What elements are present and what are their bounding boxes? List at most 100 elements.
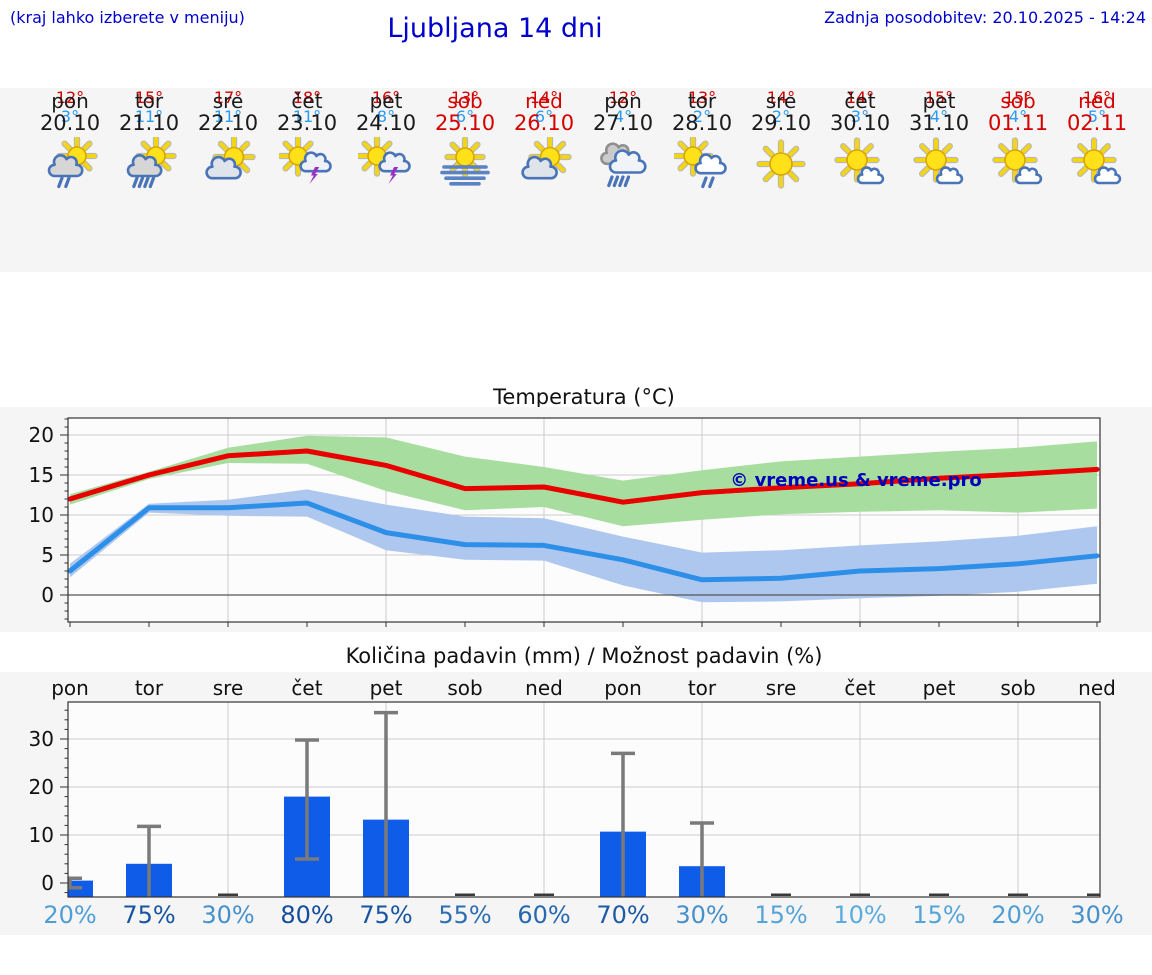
weather-icon-slot (753, 137, 809, 193)
day-low-temp: 2° (771, 107, 791, 126)
precip-day-label: sob (1000, 676, 1036, 700)
day-low-temp: 4° (929, 107, 949, 126)
day-column: pon 27.10 12° 4° (584, 88, 663, 272)
day-column: tor 28.10 13° 2° (663, 88, 742, 272)
day-high-temp: 12° (608, 88, 638, 107)
precip-day-label: pet (922, 676, 956, 700)
day-high-temp: 14° (845, 88, 875, 107)
watermark: © vreme.us & vreme.pro (730, 470, 981, 491)
sun-cloud-heavy-rain-icon (126, 135, 177, 189)
day-name: sre (765, 89, 797, 113)
day-column: čet 23.10 18° 11° (268, 88, 347, 272)
weather-icon-slot (832, 137, 888, 193)
day-name: sob (1000, 89, 1036, 113)
weather-icon-slot (1069, 137, 1125, 193)
precip-probability: 70% (596, 901, 650, 929)
day-high-temp: 13° (687, 88, 717, 107)
day-date: 02.11 (1066, 111, 1128, 135)
precip-day-label: čet (291, 676, 323, 700)
temp-y-tick-label: 0 (41, 583, 54, 607)
sun-small-cloud-icon (991, 137, 1042, 185)
precip-probability: 30% (675, 901, 729, 929)
precip-y-tick-label: 30 (29, 727, 54, 751)
weather-icon-slot (200, 135, 256, 193)
day-date: 21.10 (118, 111, 180, 135)
sun-cloud-storm-icon (276, 135, 332, 184)
day-name: pet (922, 89, 956, 113)
precipitation-chart: pon tor sre čet pet sob ned pon tor sre čet pet sob n… (0, 672, 1152, 935)
temp-y-tick-label: 20 (29, 423, 54, 447)
precip-day-label: pon (51, 676, 89, 700)
day-low-temp: 11° (134, 107, 164, 126)
day-date: 22.10 (197, 111, 259, 135)
day-high-temp: 14° (529, 88, 559, 107)
day-date: 31.10 (908, 111, 970, 135)
precip-probability: 75% (122, 901, 176, 929)
precip-day-label: ned (1078, 676, 1116, 700)
day-name: ned (1078, 89, 1116, 113)
day-low-temp: 2° (692, 107, 712, 126)
weather-icon-slot (595, 137, 651, 193)
precip-y-tick-label: 0 (41, 871, 54, 895)
precip-day-label: sre (212, 676, 244, 700)
dry-day-mark (1087, 893, 1100, 896)
day-low-temp: 4° (1008, 107, 1028, 126)
day-low-temp: 5° (1087, 107, 1107, 126)
sun-small-cloud-icon (833, 137, 884, 185)
dry-day-mark (534, 893, 554, 896)
day-high-temp: 14° (766, 88, 796, 107)
day-date: 25.10 (434, 111, 496, 135)
day-column: sob 01.11 15° 4° (979, 88, 1058, 272)
precip-probability: 20% (43, 901, 97, 929)
day-date: 27.10 (592, 111, 654, 135)
last-updated: Zadnja posodobitev: 20.10.2025 - 14:24 (824, 8, 1146, 27)
precipitation-chart-title: Količina padavin (mm) / Možnost padavin … (345, 644, 823, 668)
temp-y-tick-label: 15 (29, 463, 54, 487)
day-high-temp: 15° (134, 88, 164, 107)
weather-icon-slot (990, 137, 1046, 193)
day-date: 01.11 (987, 111, 1049, 135)
precip-probability: 15% (912, 901, 966, 929)
day-name: čet (844, 89, 876, 113)
precip-probability: 20% (991, 901, 1045, 929)
max-temperature-line (67, 448, 1100, 505)
page-title: Ljubljana 14 dni (387, 13, 603, 44)
day-column: pon 20.10 12° 3° (31, 88, 110, 272)
day-name: sre (212, 89, 244, 113)
sun-cloud-rain-icon (671, 135, 727, 189)
precip-probability: 15% (754, 901, 808, 929)
day-column: čet 30.10 14° 3° (821, 88, 900, 272)
dry-day-mark (771, 893, 791, 896)
day-name: pet (369, 89, 403, 113)
day-high-temp: 15° (924, 88, 954, 107)
sun-cloud-icon (204, 135, 256, 180)
day-name: čet (291, 89, 323, 113)
precip-day-label: ned (525, 676, 563, 700)
day-low-temp: 3° (60, 107, 80, 126)
day-high-temp: 18° (292, 88, 322, 107)
temp-y-tick-label: 10 (29, 503, 54, 527)
weather-icon-slot (516, 135, 572, 193)
day-date: 20.10 (39, 111, 101, 135)
day-column: sob 25.10 13° 6° (426, 88, 505, 272)
day-low-temp: 4° (613, 107, 633, 126)
daily-forecast-strip: pon 20.10 12° 3° tor 21.10 15° 11° sre 22.10 17° 11… (0, 88, 1152, 272)
day-column: sre 22.10 17° 11° (189, 88, 268, 272)
dry-day-mark (929, 893, 949, 896)
sun-cloud-storm-icon (355, 135, 411, 184)
dry-day-mark (218, 893, 238, 896)
weather-icon-slot (121, 135, 177, 193)
sun-small-cloud-icon (912, 137, 963, 185)
clouds-heavy-rain-icon (599, 142, 647, 188)
temp-y-tick-label: 5 (41, 543, 54, 567)
day-date: 30.10 (829, 111, 891, 135)
day-column: ned 26.10 14° 6° (505, 88, 584, 272)
precip-probability: 55% (438, 901, 492, 929)
weather-icon-slot (276, 135, 335, 193)
sun-icon (755, 139, 806, 189)
day-high-temp: 17° (213, 88, 243, 107)
max-temperature-band (70, 435, 1097, 527)
precip-probability: 75% (359, 901, 413, 929)
day-name: tor (134, 89, 164, 113)
